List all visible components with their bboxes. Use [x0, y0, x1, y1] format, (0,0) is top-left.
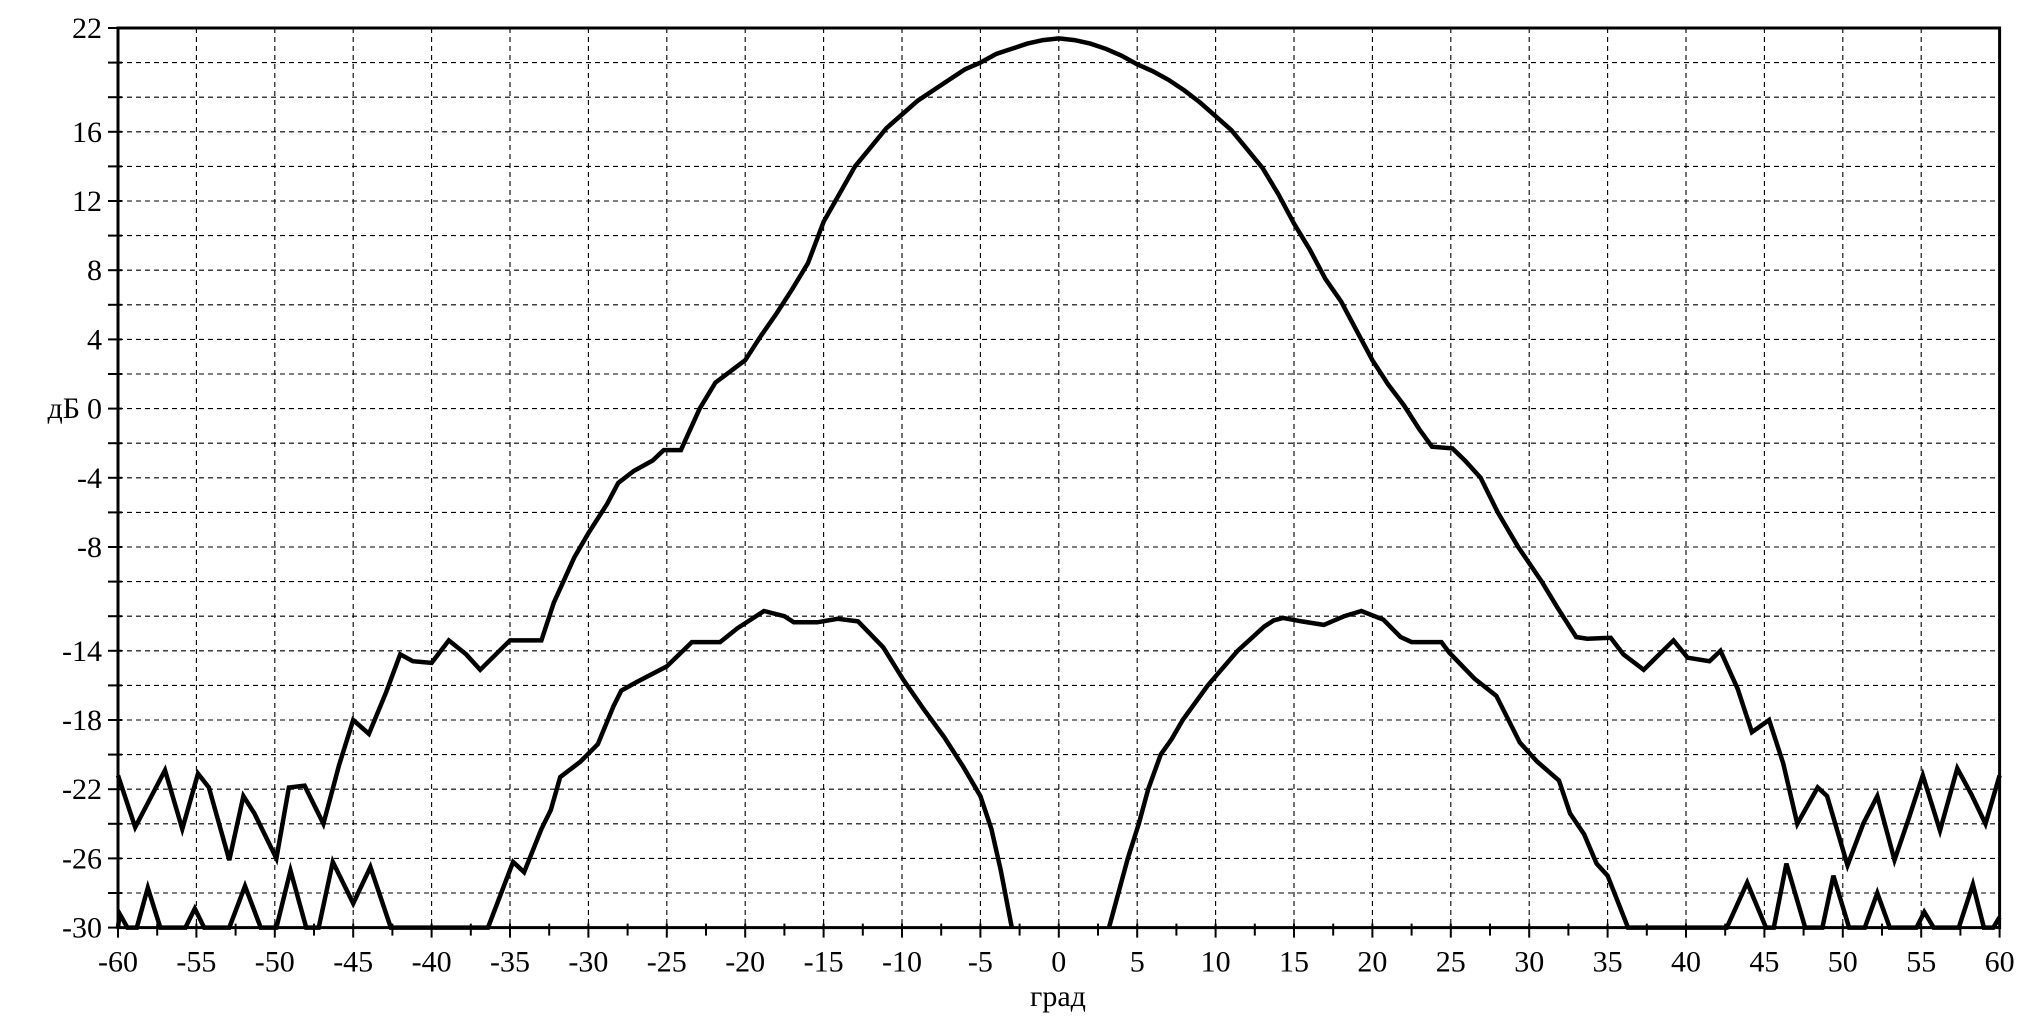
x-tick-label: 15	[1279, 946, 1309, 979]
x-tick-label: -35	[490, 946, 530, 979]
curves	[115, 36, 2002, 930]
y-tick-label: -26	[62, 842, 102, 875]
x-tick-label: -30	[568, 946, 608, 979]
y-axis-label: дБ	[47, 392, 81, 425]
x-tick-label: 0	[1051, 946, 1066, 979]
y-tick-label: -14	[62, 635, 102, 668]
x-tick-label: 20	[1357, 946, 1387, 979]
x-axis-label: град	[1030, 980, 1086, 1013]
x-tick-label: -45	[333, 946, 373, 979]
x-tick-label: 5	[1130, 946, 1145, 979]
y-tick-label: 0	[87, 393, 102, 426]
y-tick-label: 8	[87, 254, 102, 287]
x-tick-label: 55	[1906, 946, 1936, 979]
x-tick-label: -40	[412, 946, 452, 979]
main-beam-pattern-curve	[115, 36, 2002, 873]
y-tick-label: -8	[77, 531, 102, 564]
y-tick-label: 4	[87, 323, 102, 356]
x-tick-label: -5	[968, 946, 993, 979]
difference-pattern-curve	[115, 608, 1015, 930]
x-tick-label: 60	[1985, 946, 2015, 979]
x-tick-label: -25	[647, 946, 687, 979]
y-tick-label: -18	[62, 704, 102, 737]
x-tick-label: -15	[804, 946, 844, 979]
grid	[118, 28, 2000, 928]
x-tick-label: 30	[1514, 946, 1544, 979]
difference-pattern-curve	[1106, 608, 2002, 930]
x-tick-label: 45	[1749, 946, 1779, 979]
y-tick-label: -4	[77, 462, 102, 495]
x-tick-label: -10	[882, 946, 922, 979]
x-tick-label: 10	[1201, 946, 1231, 979]
x-tick-label: -50	[255, 946, 295, 979]
x-tick-label: 50	[1828, 946, 1858, 979]
y-tick-label: -22	[62, 773, 102, 806]
x-tick-label: -20	[725, 946, 765, 979]
y-tick-label: -30	[62, 912, 102, 945]
y-tick-label: 22	[72, 12, 102, 45]
x-tick-label: -55	[176, 946, 216, 979]
x-tick-label: -60	[98, 946, 138, 979]
y-tick-label: 12	[72, 185, 102, 218]
plot-frame	[116, 26, 2002, 930]
y-tick-label: 16	[72, 116, 102, 149]
x-tick-label: 40	[1671, 946, 1701, 979]
x-tick-label: 25	[1436, 946, 1466, 979]
x-tick-label: 35	[1593, 946, 1623, 979]
